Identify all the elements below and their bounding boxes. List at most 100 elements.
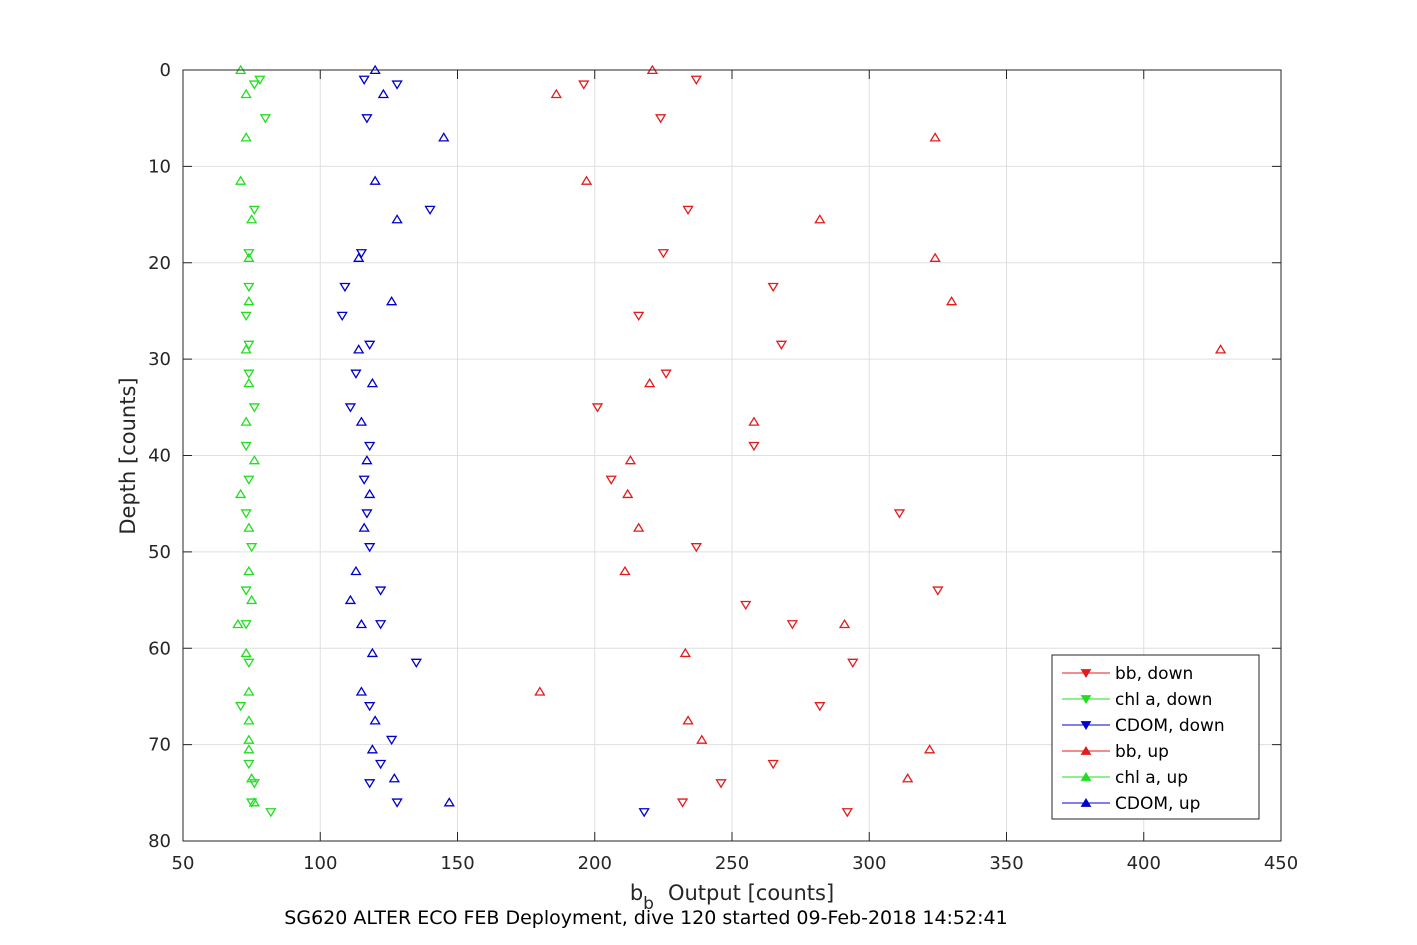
legend-marker bbox=[1080, 771, 1092, 781]
data-point bbox=[353, 252, 365, 262]
data-point bbox=[364, 543, 376, 553]
data-point bbox=[248, 205, 261, 216]
data-point bbox=[767, 759, 779, 770]
data-point bbox=[893, 509, 906, 519]
data-point bbox=[344, 403, 357, 413]
axis-ticks: 50 100 150 200 250 300 350 400 450 0 10 20 30 40 50 60 7… bbox=[148, 60, 1298, 874]
data-point bbox=[248, 403, 261, 413]
data-point bbox=[240, 311, 252, 322]
series-chl-a-up bbox=[232, 64, 261, 807]
data-point bbox=[336, 311, 348, 322]
data-point bbox=[377, 88, 390, 99]
data-point bbox=[740, 600, 752, 611]
data-point bbox=[654, 114, 667, 124]
data-markers bbox=[232, 64, 1227, 818]
data-point bbox=[622, 488, 634, 499]
legend-marker bbox=[1080, 745, 1092, 755]
data-point bbox=[243, 522, 255, 532]
data-point bbox=[657, 249, 670, 259]
data-point bbox=[248, 80, 261, 90]
data-point bbox=[690, 543, 702, 553]
data-point bbox=[838, 618, 851, 629]
data-point bbox=[243, 686, 255, 696]
x-tick-label: 100 bbox=[303, 853, 337, 874]
data-point bbox=[243, 475, 255, 485]
series-cdom-down bbox=[336, 75, 650, 818]
data-point bbox=[638, 808, 650, 818]
data-point bbox=[243, 715, 255, 725]
legend-marker bbox=[1080, 669, 1092, 679]
y-tick-label: 30 bbox=[148, 349, 171, 370]
x-axis-label-subscript: b bbox=[643, 894, 654, 914]
data-point bbox=[391, 214, 403, 224]
data-point bbox=[240, 647, 252, 658]
series-bb-up bbox=[534, 64, 1227, 783]
data-point bbox=[443, 797, 455, 807]
x-tick-label: 400 bbox=[1127, 853, 1161, 874]
data-point bbox=[902, 773, 914, 783]
data-point bbox=[945, 295, 958, 306]
data-point bbox=[374, 586, 387, 596]
data-point bbox=[234, 488, 247, 499]
data-point bbox=[245, 543, 258, 553]
data-point bbox=[932, 586, 944, 596]
data-point bbox=[388, 773, 401, 783]
data-point bbox=[243, 744, 255, 754]
y-tick-label: 0 bbox=[160, 60, 171, 81]
legend-entry-label: chl a, up bbox=[1115, 768, 1188, 788]
data-point bbox=[679, 647, 691, 658]
data-point bbox=[682, 205, 694, 216]
data-point bbox=[265, 808, 277, 818]
y-tick-label: 60 bbox=[148, 638, 171, 659]
data-point bbox=[366, 744, 379, 754]
data-point bbox=[232, 618, 244, 629]
data-point bbox=[245, 214, 258, 224]
legend-entry-label: bb, up bbox=[1115, 742, 1169, 762]
chart-caption: SG620 ALTER ECO FEB Deployment, dive 120… bbox=[284, 907, 1007, 929]
x-tick-label: 150 bbox=[440, 853, 474, 874]
data-point bbox=[410, 658, 422, 669]
data-point bbox=[243, 759, 255, 770]
y-tick-label: 10 bbox=[148, 156, 171, 177]
data-point bbox=[240, 88, 252, 99]
data-point bbox=[361, 114, 373, 124]
legend-entry-label: bb, down bbox=[1115, 664, 1193, 684]
data-point bbox=[929, 132, 941, 142]
x-axis-label: bb Output [counts] bbox=[630, 881, 834, 914]
data-point bbox=[786, 620, 799, 630]
data-point bbox=[385, 295, 398, 306]
data-point bbox=[438, 132, 450, 142]
data-point bbox=[243, 282, 255, 293]
data-point bbox=[366, 377, 379, 388]
data-point bbox=[358, 475, 370, 485]
x-tick-label: 50 bbox=[172, 853, 195, 874]
data-point bbox=[424, 205, 436, 216]
y-tick-label: 20 bbox=[148, 253, 171, 274]
y-tick-label: 40 bbox=[148, 446, 171, 467]
data-point bbox=[748, 416, 760, 426]
data-point bbox=[929, 252, 941, 262]
data-point bbox=[243, 377, 255, 388]
data-point bbox=[364, 441, 376, 452]
series-chl-a-down bbox=[234, 75, 277, 818]
data-point bbox=[240, 132, 252, 142]
y-tick-label: 50 bbox=[148, 542, 171, 563]
data-point bbox=[240, 620, 252, 630]
x-tick-label: 200 bbox=[578, 853, 612, 874]
data-point bbox=[374, 759, 387, 770]
data-point bbox=[682, 715, 694, 725]
data-point bbox=[344, 594, 357, 605]
data-point bbox=[364, 779, 376, 789]
data-point bbox=[364, 488, 376, 499]
x-tick-label: 300 bbox=[852, 853, 886, 874]
data-point bbox=[240, 344, 252, 354]
data-point bbox=[534, 686, 546, 696]
data-point bbox=[767, 282, 779, 293]
x-tick-label: 250 bbox=[715, 853, 749, 874]
data-point bbox=[748, 441, 760, 452]
data-point bbox=[374, 620, 387, 630]
data-point bbox=[245, 773, 258, 783]
data-point bbox=[847, 658, 859, 669]
data-point bbox=[350, 369, 362, 379]
y-tick-label: 80 bbox=[148, 831, 171, 852]
